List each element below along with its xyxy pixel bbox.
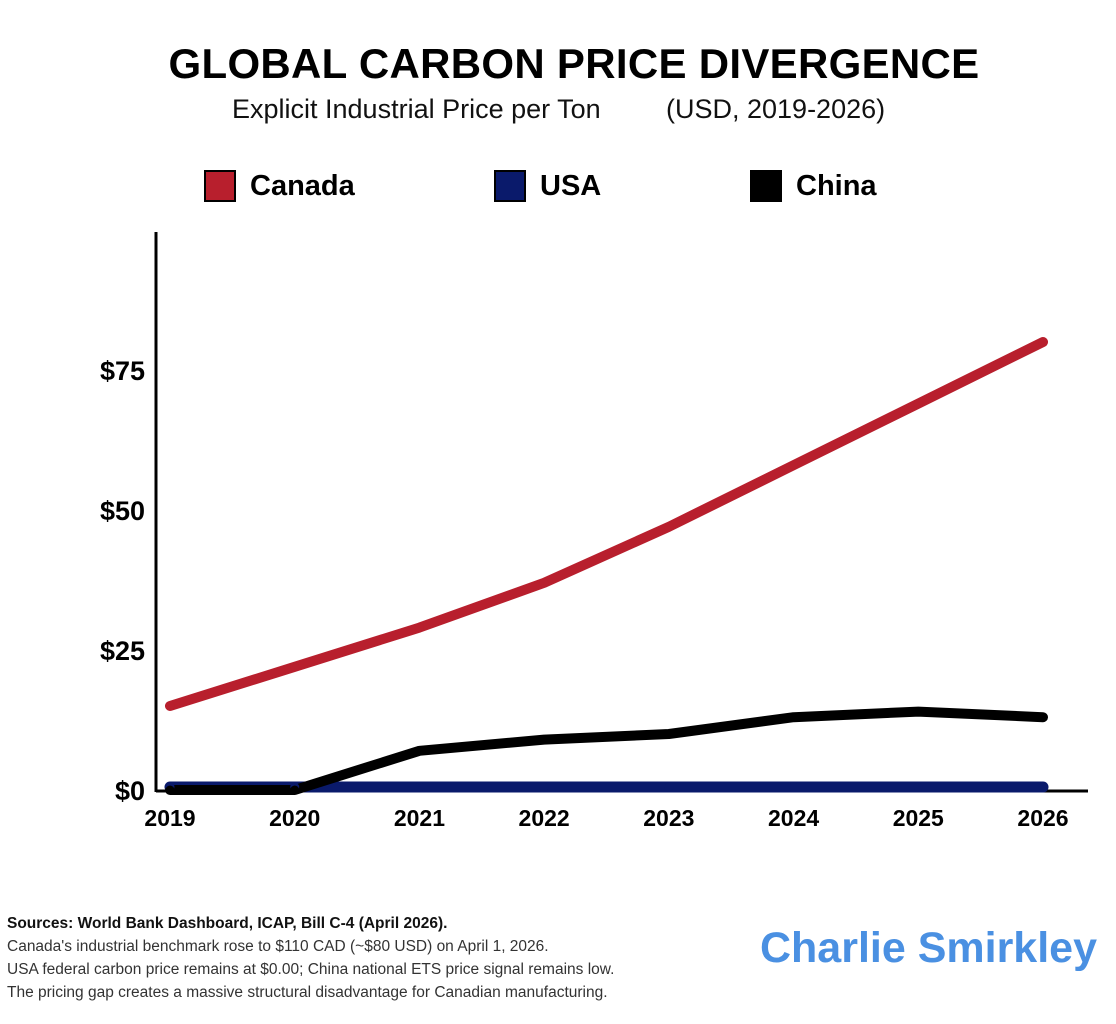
footer-note-2: USA federal carbon price remains at $0.0… (7, 961, 615, 978)
data-point-china (414, 746, 424, 756)
data-point-canada (165, 701, 175, 711)
legend-swatch-china (750, 170, 782, 202)
data-point-canada (913, 399, 923, 409)
x-tick-label: 2022 (519, 805, 570, 831)
series-line-china (165, 706, 1048, 795)
x-tick-label: 2026 (1017, 805, 1068, 831)
data-point-canada (414, 623, 424, 633)
chart-title: GLOBAL CARBON PRICE DIVERGENCE (168, 40, 980, 87)
legend-item-china: China (750, 168, 877, 204)
data-point-canada (290, 662, 300, 672)
y-tick-label: $0 (115, 776, 145, 806)
data-point-usa (1038, 782, 1048, 792)
data-point-usa (539, 782, 549, 792)
legend-swatch-canada (204, 170, 236, 202)
data-point-canada (539, 578, 549, 588)
y-tick-label: $25 (100, 636, 145, 666)
data-point-china (664, 729, 674, 739)
x-tick-label: 2019 (144, 805, 195, 831)
data-point-china (290, 785, 300, 795)
footer-note-1: Canada's industrial benchmark rose to $1… (7, 938, 549, 955)
legend-item-usa: USA (494, 168, 601, 204)
x-tick-label: 2025 (893, 805, 944, 831)
legend-label-china: China (796, 169, 877, 202)
legend-swatch-usa (494, 170, 526, 202)
x-tick-label: 2021 (394, 805, 445, 831)
data-point-china (165, 785, 175, 795)
data-point-china (539, 735, 549, 745)
footer: Sources: World Bank Dashboard, ICAP, Bil… (7, 912, 614, 1004)
footer-note-3: The pricing gap creates a massive struct… (7, 984, 608, 1001)
legend-label-usa: USA (540, 169, 602, 202)
footer-sources: Sources: World Bank Dashboard, ICAP, Bil… (7, 915, 448, 932)
legend-item-canada: Canada (204, 168, 355, 204)
data-point-china (1038, 712, 1048, 722)
data-point-usa (789, 782, 799, 792)
y-tick-label: $75 (100, 356, 145, 386)
data-point-canada (664, 522, 674, 532)
series-line-canada (165, 337, 1048, 711)
data-point-usa (913, 782, 923, 792)
line-chart: $0 $25 $50 $75 2019 2020 2021 2022 2023 2024 2025 2… (100, 232, 1088, 831)
x-tick-label: 2024 (768, 805, 819, 831)
data-point-canada (789, 460, 799, 470)
x-tick-label: 2023 (643, 805, 694, 831)
brand-signature: Charlie Smirkley (759, 924, 1097, 972)
data-point-usa (414, 782, 424, 792)
x-tick-label: 2020 (269, 805, 320, 831)
chart-subtitle-units: (USD, 2019-2026) (666, 94, 886, 124)
data-point-canada (1038, 337, 1048, 347)
legend-label-canada: Canada (250, 169, 355, 202)
data-point-usa (664, 782, 674, 792)
y-tick-label: $50 (100, 496, 145, 526)
data-point-china (913, 707, 923, 717)
chart-subtitle: Explicit Industrial Price per Ton (232, 94, 601, 124)
data-point-china (789, 712, 799, 722)
